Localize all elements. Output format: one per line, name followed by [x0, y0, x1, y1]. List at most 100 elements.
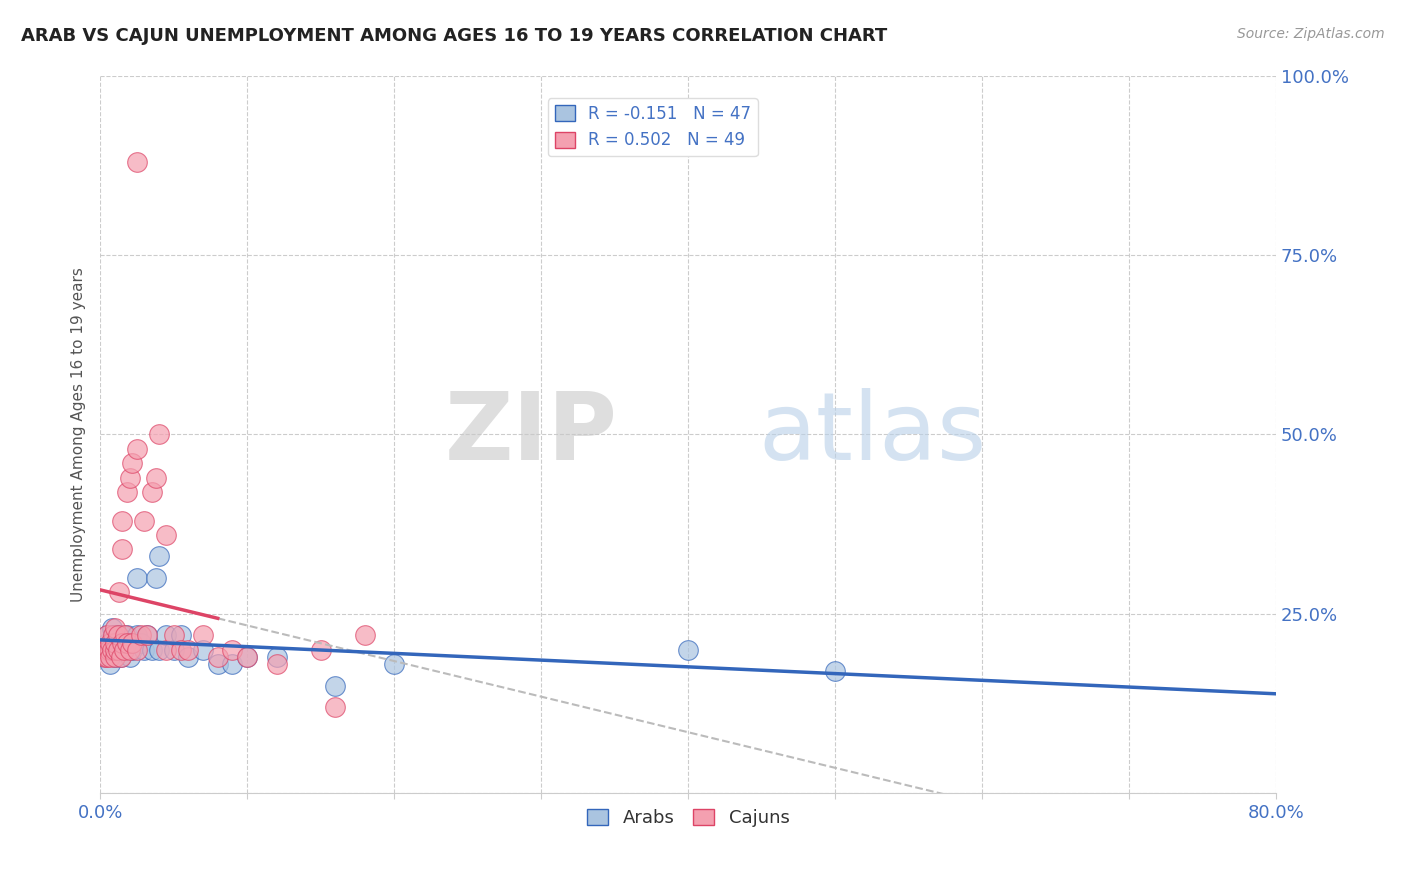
- Point: [148, 549, 170, 564]
- Point: [162, 642, 184, 657]
- Point: [221, 642, 243, 657]
- Point: [94, 642, 117, 657]
- Point: [170, 628, 193, 642]
- Point: [101, 621, 124, 635]
- Point: [96, 650, 118, 665]
- Point: [155, 642, 177, 657]
- Point: [103, 628, 125, 642]
- Point: [136, 628, 159, 642]
- Point: [129, 628, 152, 642]
- Point: [96, 628, 118, 642]
- Point: [111, 542, 134, 557]
- Point: [236, 650, 259, 665]
- Point: [121, 642, 143, 657]
- Point: [824, 665, 846, 679]
- Point: [382, 657, 405, 672]
- Point: [101, 642, 124, 657]
- Point: [97, 642, 120, 657]
- Point: [155, 528, 177, 542]
- Point: [107, 628, 129, 642]
- Point: [125, 442, 148, 456]
- Point: [115, 628, 138, 642]
- Point: [177, 650, 200, 665]
- Point: [141, 484, 163, 499]
- Y-axis label: Unemployment Among Ages 16 to 19 years: Unemployment Among Ages 16 to 19 years: [72, 267, 86, 602]
- Point: [118, 650, 141, 665]
- Point: [93, 650, 115, 665]
- Point: [111, 635, 134, 649]
- Text: atlas: atlas: [759, 388, 987, 481]
- Point: [134, 514, 156, 528]
- Point: [125, 571, 148, 585]
- Point: [353, 628, 375, 642]
- Point: [129, 635, 152, 649]
- Point: [115, 484, 138, 499]
- Point: [104, 621, 127, 635]
- Point: [108, 635, 131, 649]
- Point: [207, 657, 229, 672]
- Point: [108, 585, 131, 599]
- Point: [145, 571, 167, 585]
- Point: [96, 628, 118, 642]
- Point: [93, 650, 115, 665]
- Point: [207, 650, 229, 665]
- Point: [236, 650, 259, 665]
- Point: [104, 635, 127, 649]
- Point: [114, 635, 136, 649]
- Point: [177, 642, 200, 657]
- Point: [221, 657, 243, 672]
- Point: [104, 650, 127, 665]
- Text: ZIP: ZIP: [444, 388, 617, 481]
- Text: ARAB VS CAJUN UNEMPLOYMENT AMONG AGES 16 TO 19 YEARS CORRELATION CHART: ARAB VS CAJUN UNEMPLOYMENT AMONG AGES 16…: [21, 27, 887, 45]
- Point: [118, 642, 141, 657]
- Point: [100, 650, 122, 665]
- Point: [115, 635, 138, 649]
- Point: [170, 642, 193, 657]
- Point: [121, 456, 143, 470]
- Point: [191, 642, 214, 657]
- Point: [103, 628, 125, 642]
- Point: [136, 628, 159, 642]
- Point: [309, 642, 332, 657]
- Point: [114, 628, 136, 642]
- Text: Source: ZipAtlas.com: Source: ZipAtlas.com: [1237, 27, 1385, 41]
- Point: [104, 642, 127, 657]
- Point: [104, 650, 127, 665]
- Point: [107, 642, 129, 657]
- Point: [111, 628, 134, 642]
- Point: [155, 628, 177, 642]
- Point: [110, 650, 132, 665]
- Point: [107, 628, 129, 642]
- Point: [110, 650, 132, 665]
- Point: [101, 635, 124, 649]
- Point: [162, 628, 184, 642]
- Point: [97, 642, 120, 657]
- Point: [125, 154, 148, 169]
- Point: [141, 642, 163, 657]
- Point: [111, 635, 134, 649]
- Point: [111, 642, 134, 657]
- Point: [112, 642, 135, 657]
- Point: [323, 679, 346, 693]
- Point: [121, 635, 143, 649]
- Point: [104, 628, 127, 642]
- Point: [104, 642, 127, 657]
- Point: [104, 635, 127, 649]
- Point: [112, 642, 135, 657]
- Point: [266, 657, 288, 672]
- Point: [96, 635, 118, 649]
- Point: [107, 642, 129, 657]
- Point: [100, 657, 122, 672]
- Point: [323, 700, 346, 714]
- Point: [118, 635, 141, 649]
- Point: [134, 642, 156, 657]
- Point: [191, 628, 214, 642]
- Legend: Arabs, Cajuns: Arabs, Cajuns: [579, 802, 797, 835]
- Point: [266, 650, 288, 665]
- Point: [676, 642, 699, 657]
- Point: [111, 514, 134, 528]
- Point: [100, 635, 122, 649]
- Point: [125, 642, 148, 657]
- Point: [145, 470, 167, 484]
- Point: [148, 642, 170, 657]
